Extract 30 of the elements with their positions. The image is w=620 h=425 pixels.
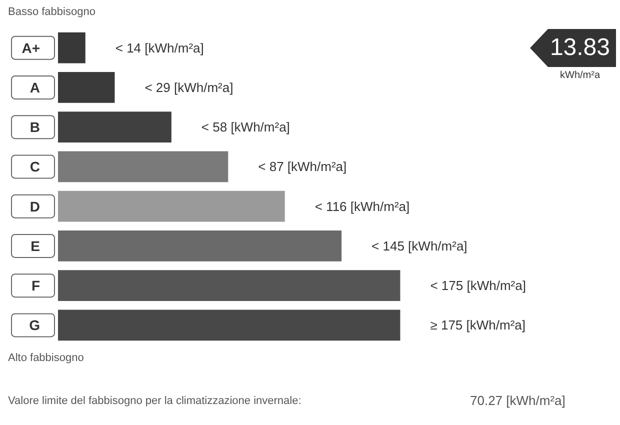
text: Alto fabbisogno <box>8 352 84 364</box>
bar <box>58 112 172 143</box>
text: Basso fabbisogno <box>8 6 96 18</box>
y-tick-label: F <box>31 278 40 294</box>
text: Valore limite del fabbisogno per la climatizzazione invernale: <box>8 395 302 407</box>
data-label: < 87 [kWh/m²a] <box>258 159 347 174</box>
y-tick-label: G <box>29 317 40 334</box>
y-tick-label: D <box>30 198 40 214</box>
text: kWh/m²a <box>560 70 600 81</box>
pointer-tag: 13.83 <box>530 29 616 67</box>
bar <box>58 72 115 103</box>
bar <box>58 190 285 222</box>
bar <box>58 151 228 182</box>
data-label: < 145 [kWh/m²a] <box>372 238 468 254</box>
y-tick-label: E <box>30 238 40 254</box>
y-tick-label: A+ <box>22 40 40 56</box>
data-label: < 58 [kWh/m²a] <box>201 120 290 135</box>
bar <box>58 32 86 64</box>
y-tick-label: A <box>30 79 40 96</box>
bar <box>58 230 342 262</box>
data-label: < 14 [kWh/m²a] <box>115 40 204 56</box>
y-tick-label: C <box>30 158 40 175</box>
data-label: < 175 [kWh/m²a] <box>430 278 526 294</box>
bar <box>58 270 400 302</box>
data-label: < 116 [kWh/m²a] <box>314 198 410 214</box>
text: 70.27 [kWh/m²a] <box>470 393 566 408</box>
y-tick-label: B <box>30 119 40 136</box>
bar <box>58 310 400 341</box>
data-label: < 29 [kWh/m²a] <box>144 80 234 95</box>
data-label: ≥ 175 [kWh/m²a] <box>430 318 526 333</box>
